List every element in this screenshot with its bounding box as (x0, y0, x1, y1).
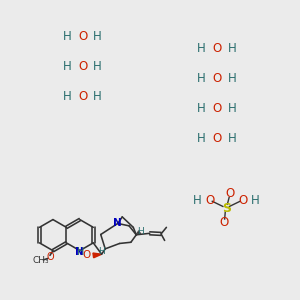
Text: H: H (251, 194, 260, 207)
Text: O: O (82, 250, 91, 260)
Text: H: H (197, 102, 206, 115)
Text: CH₃: CH₃ (32, 256, 49, 265)
Text: H: H (193, 194, 202, 207)
Text: O: O (205, 194, 214, 207)
Text: H: H (93, 90, 102, 103)
Text: H: H (63, 90, 71, 103)
Text: H: H (228, 102, 236, 115)
Text: H: H (197, 72, 206, 85)
Text: N: N (113, 218, 122, 228)
Text: H: H (98, 247, 105, 256)
Text: H: H (228, 72, 236, 85)
Text: O: O (213, 132, 222, 145)
Text: H: H (93, 30, 102, 43)
Text: H: H (228, 132, 236, 145)
Text: O: O (46, 252, 54, 262)
Text: O: O (78, 90, 87, 103)
Text: H: H (63, 60, 71, 73)
Text: O: O (220, 217, 229, 230)
Text: O: O (213, 72, 222, 85)
Text: H: H (197, 132, 206, 145)
Polygon shape (93, 253, 102, 258)
Text: H: H (197, 42, 206, 55)
Text: S: S (222, 202, 231, 215)
Text: O: O (238, 194, 247, 207)
Text: O: O (78, 60, 87, 73)
Text: H: H (228, 42, 236, 55)
Text: N: N (76, 247, 84, 257)
Text: H: H (63, 30, 71, 43)
Text: O: O (213, 102, 222, 115)
Text: O: O (78, 30, 87, 43)
Text: O: O (213, 42, 222, 55)
Text: O: O (225, 187, 234, 200)
Text: H: H (93, 60, 102, 73)
Text: H: H (77, 247, 84, 257)
Text: H: H (137, 227, 144, 236)
